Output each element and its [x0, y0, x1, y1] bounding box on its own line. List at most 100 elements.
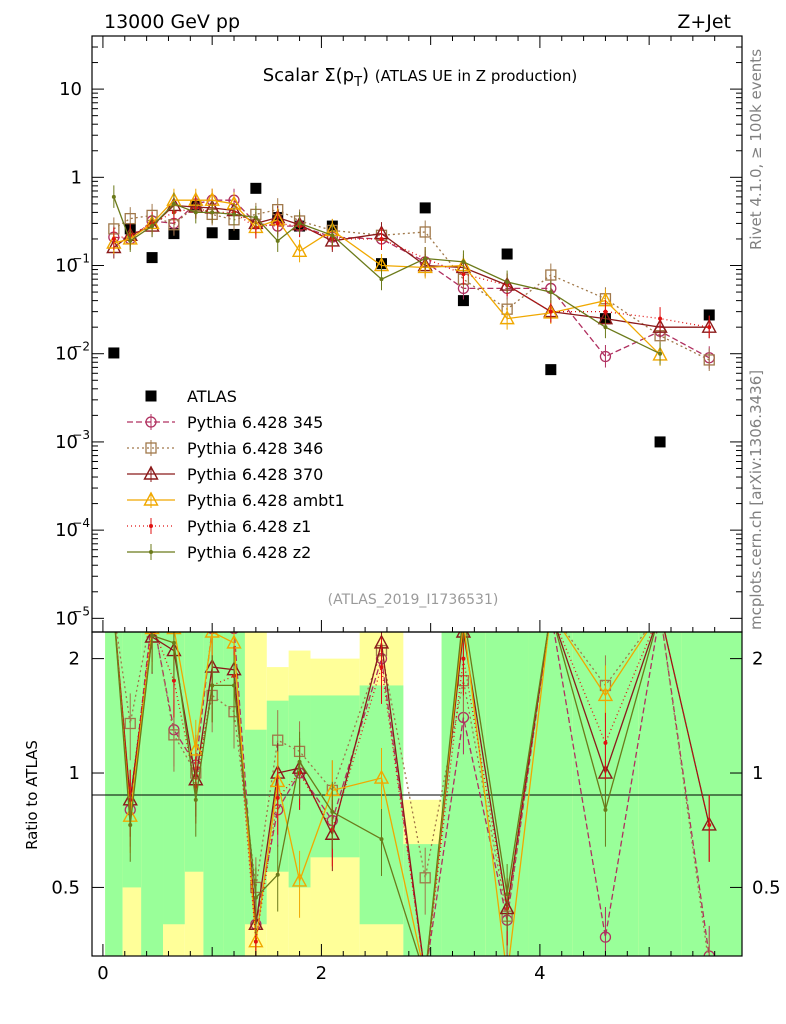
data-point: [250, 182, 262, 194]
ratio-point: [546, 607, 556, 617]
data-point: [206, 227, 218, 239]
legend-marker: [145, 416, 157, 428]
legend-marker: [143, 491, 159, 506]
ratio-point: [171, 678, 176, 683]
ratio-y-tick-label: 2: [69, 649, 80, 670]
data-point: [461, 272, 466, 277]
data-point: [707, 325, 712, 330]
series-pythia-6-428-345: [108, 188, 715, 369]
legend-label: Pythia 6.428 346: [187, 439, 323, 458]
ratio-point: [379, 665, 384, 670]
ratio-band-green: [528, 632, 573, 956]
y-tick-label: 10: [55, 256, 78, 277]
data-point: [275, 238, 280, 243]
ratio-point: [109, 607, 119, 617]
ratio-point: [544, 605, 557, 617]
ratio-point: [373, 769, 390, 784]
ratio-band-green: [141, 632, 164, 956]
legend-marker: [145, 442, 157, 454]
y-tick-exponent: −1: [72, 252, 90, 266]
main-series: [106, 182, 717, 448]
x-tick-label: 0: [97, 963, 108, 984]
ratio-point: [253, 895, 258, 900]
series-line: [113, 204, 710, 361]
ratio-point: [109, 607, 119, 617]
legend-entry: Pythia 6.428 370: [127, 465, 323, 484]
ratio-point: [112, 610, 116, 614]
legend-entry: Pythia 6.428 346: [127, 439, 323, 458]
data-point: [171, 201, 176, 206]
ratio-band-green: [122, 632, 142, 888]
legend-marker: [149, 524, 153, 528]
data-point: [658, 351, 663, 356]
ratio-point: [379, 837, 384, 842]
legend-marker: [149, 550, 153, 554]
y-tick-exponent: −4: [72, 516, 90, 530]
ratio-point: [603, 740, 608, 745]
legend-entry: Pythia 6.428 345: [127, 413, 323, 432]
ratio-series: [109, 605, 717, 978]
ratio-point: [461, 610, 465, 614]
data-point: [275, 221, 280, 226]
ratio-band-green: [105, 632, 123, 956]
series-line: [113, 196, 661, 355]
header-right: Z+Jet: [677, 11, 731, 33]
ratio-point: [150, 633, 155, 638]
data-point: [232, 212, 237, 217]
rivet-label: Rivet 4.1.0, ≥ 100k events: [747, 49, 765, 250]
ratio-point: [603, 807, 608, 812]
ratio-point: [654, 605, 667, 617]
ratio-point: [204, 632, 220, 638]
data-point: [253, 215, 258, 220]
data-point: [703, 309, 715, 321]
legend-marker: [145, 390, 157, 402]
chart-title: Scalar Σ(pT) (ATLAS UE in Z production): [263, 65, 578, 90]
ratio-point: [275, 872, 280, 877]
ratio-y-tick-label: 0.5: [51, 877, 80, 898]
ratio-point: [461, 656, 466, 661]
x-tick-label: 4: [534, 963, 545, 984]
ratio-point: [112, 610, 116, 614]
ratio-point: [193, 797, 198, 802]
ratio-point: [423, 974, 427, 978]
ratio-point: [330, 809, 335, 814]
data-point: [150, 224, 155, 229]
ratio-point: [419, 872, 431, 884]
ratio-y-tick-label-right: 1: [752, 763, 763, 784]
series-atlas: [108, 182, 715, 448]
ratio-point: [546, 607, 556, 617]
ratio-point: [275, 795, 280, 800]
ratio-point: [210, 683, 215, 688]
legend: ATLAS Pythia 6.428 345 Pythia 6.428 346 Pyt…: [127, 387, 345, 562]
y-tick-exponent: −5: [72, 604, 90, 618]
data-point: [703, 354, 715, 366]
legend-label: Pythia 6.428 z2: [187, 543, 311, 562]
legend-entry: ATLAS: [145, 387, 237, 406]
y-tick-exponent: −3: [72, 428, 90, 442]
ratio-point: [655, 607, 665, 617]
legend-label: ATLAS: [187, 387, 237, 406]
legend-label: Pythia 6.428 ambt1: [187, 491, 345, 510]
legend-label: Pythia 6.428 345: [187, 413, 323, 432]
data-point: [111, 194, 116, 199]
ratio-pythia-6-428-z2: [112, 610, 656, 978]
ratio-band-green: [681, 632, 742, 956]
data-point: [193, 210, 198, 215]
data-point: [423, 256, 428, 261]
ratio-point: [549, 610, 553, 614]
y-tick-label: 10: [55, 520, 78, 541]
ratio-point: [655, 607, 665, 617]
data-point: [652, 318, 668, 333]
data-point: [210, 210, 215, 215]
ratio-point: [291, 872, 308, 887]
y-tick-label: 1: [71, 167, 82, 188]
data-point: [419, 202, 431, 214]
series-line: [113, 199, 661, 356]
series-pythia-6-428-z2: [111, 185, 663, 365]
ratio-y-tick-label-right: 0.5: [752, 877, 781, 898]
y-tick-label: 10: [59, 79, 82, 100]
data-point: [111, 236, 116, 241]
y-tick-label: 10: [55, 344, 78, 365]
